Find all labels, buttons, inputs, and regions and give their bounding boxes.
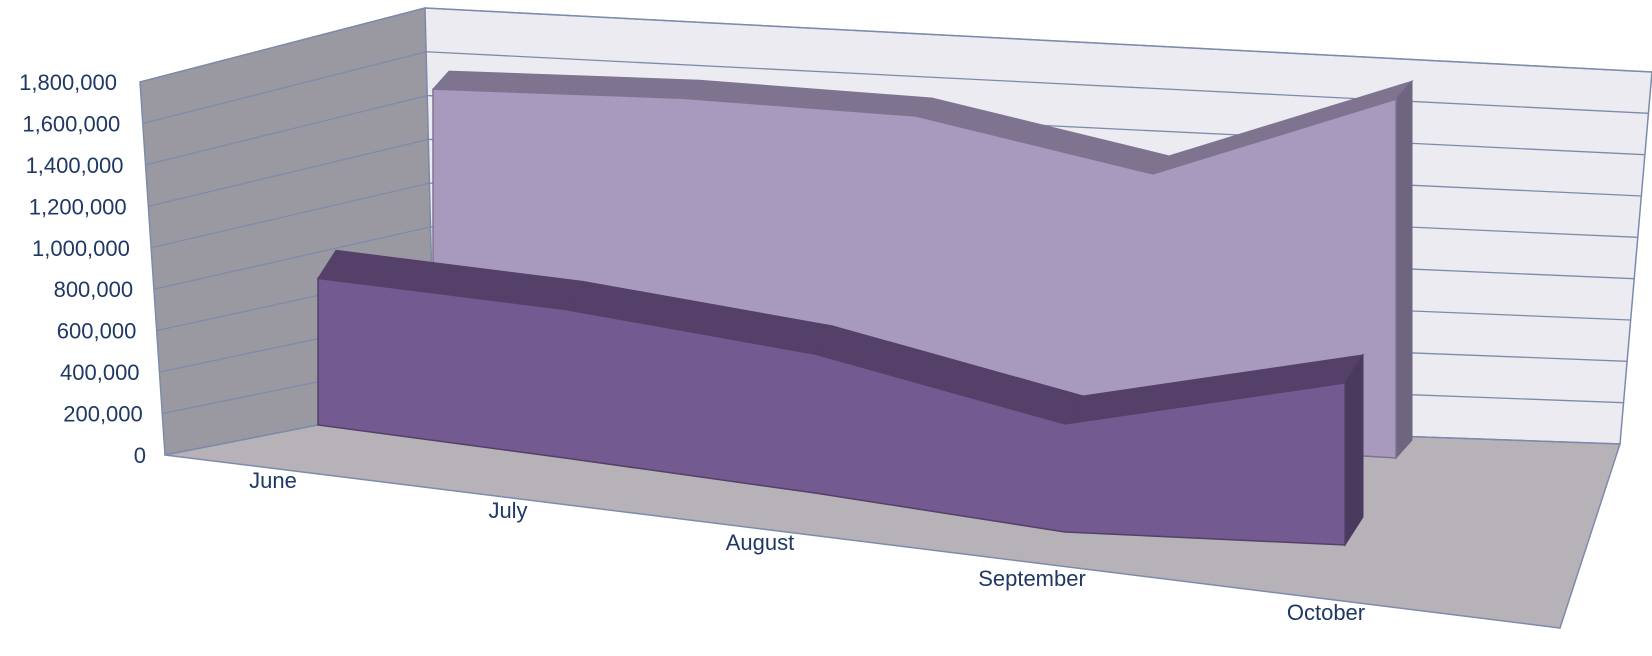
gridline <box>142 51 1649 125</box>
x-category-label: August <box>726 530 795 555</box>
area-side-face <box>1395 79 1413 460</box>
y-tick-label: 1,200,000 <box>29 194 127 219</box>
x-category-label: June <box>249 468 297 493</box>
gridline <box>139 7 1652 83</box>
y-tick-label: 600,000 <box>57 319 137 344</box>
x-category-label: July <box>488 498 527 523</box>
y-axis-ticks: 0 200,000 400,000 600,000 800,000 1,000,000 1,… <box>19 70 146 468</box>
area-front-face <box>317 277 1346 546</box>
y-tick-label: 200,000 <box>63 402 143 427</box>
y-tick-label: 1,000,000 <box>32 236 130 261</box>
y-tick-label: 800,000 <box>54 277 134 302</box>
x-axis-categories: June July August September October <box>249 468 1365 625</box>
y-tick-label: 1,400,000 <box>26 153 124 178</box>
x-category-label: September <box>978 566 1086 591</box>
y-tick-label: 400,000 <box>60 360 140 385</box>
y-tick-label: 0 <box>134 443 146 468</box>
series-0 <box>317 249 1365 547</box>
y-tick-label: 1,600,000 <box>22 111 120 136</box>
x-category-label: October <box>1287 600 1365 625</box>
y-tick-label: 1,800,000 <box>19 70 117 95</box>
series-group <box>317 70 1414 547</box>
area-side-face <box>1344 353 1364 547</box>
